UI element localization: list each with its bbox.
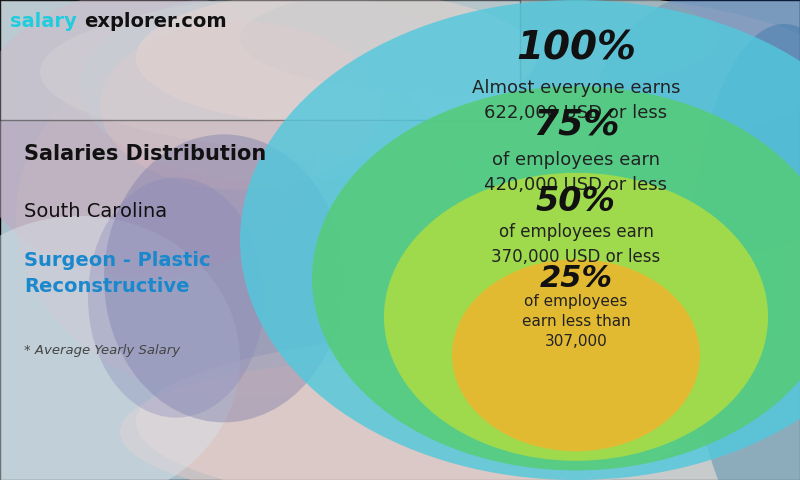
Text: of employees
earn less than
307,000: of employees earn less than 307,000 [522, 294, 630, 349]
Text: Surgeon - Plastic
Reconstructive: Surgeon - Plastic Reconstructive [24, 251, 210, 296]
Ellipse shape [0, 0, 320, 278]
Text: South Carolina: South Carolina [24, 202, 167, 221]
Text: of employees earn
420,000 USD or less: of employees earn 420,000 USD or less [485, 151, 667, 194]
Ellipse shape [80, 0, 480, 182]
Ellipse shape [88, 178, 264, 418]
Text: 100%: 100% [516, 29, 636, 67]
Text: 75%: 75% [533, 108, 619, 142]
Ellipse shape [0, 216, 240, 480]
Text: 25%: 25% [539, 264, 613, 293]
Ellipse shape [688, 24, 800, 480]
Ellipse shape [452, 259, 700, 451]
Text: of employees earn
370,000 USD or less: of employees earn 370,000 USD or less [491, 223, 661, 266]
Ellipse shape [312, 86, 800, 470]
Ellipse shape [16, 34, 464, 398]
Text: 50%: 50% [536, 185, 616, 218]
Ellipse shape [120, 360, 680, 480]
FancyBboxPatch shape [0, 0, 520, 120]
Ellipse shape [384, 173, 768, 461]
Ellipse shape [592, 0, 800, 254]
Text: * Average Yearly Salary: * Average Yearly Salary [24, 344, 180, 357]
Ellipse shape [136, 0, 536, 125]
Text: explorer.com: explorer.com [84, 12, 226, 31]
Ellipse shape [136, 326, 800, 480]
Ellipse shape [100, 22, 380, 190]
Ellipse shape [40, 0, 800, 158]
Text: Almost everyone earns
622,000 USD or less: Almost everyone earns 622,000 USD or les… [472, 79, 680, 122]
Ellipse shape [240, 0, 720, 96]
Ellipse shape [240, 0, 800, 480]
Text: Salaries Distribution: Salaries Distribution [24, 144, 266, 164]
Text: salary: salary [10, 12, 76, 31]
Ellipse shape [104, 134, 344, 422]
